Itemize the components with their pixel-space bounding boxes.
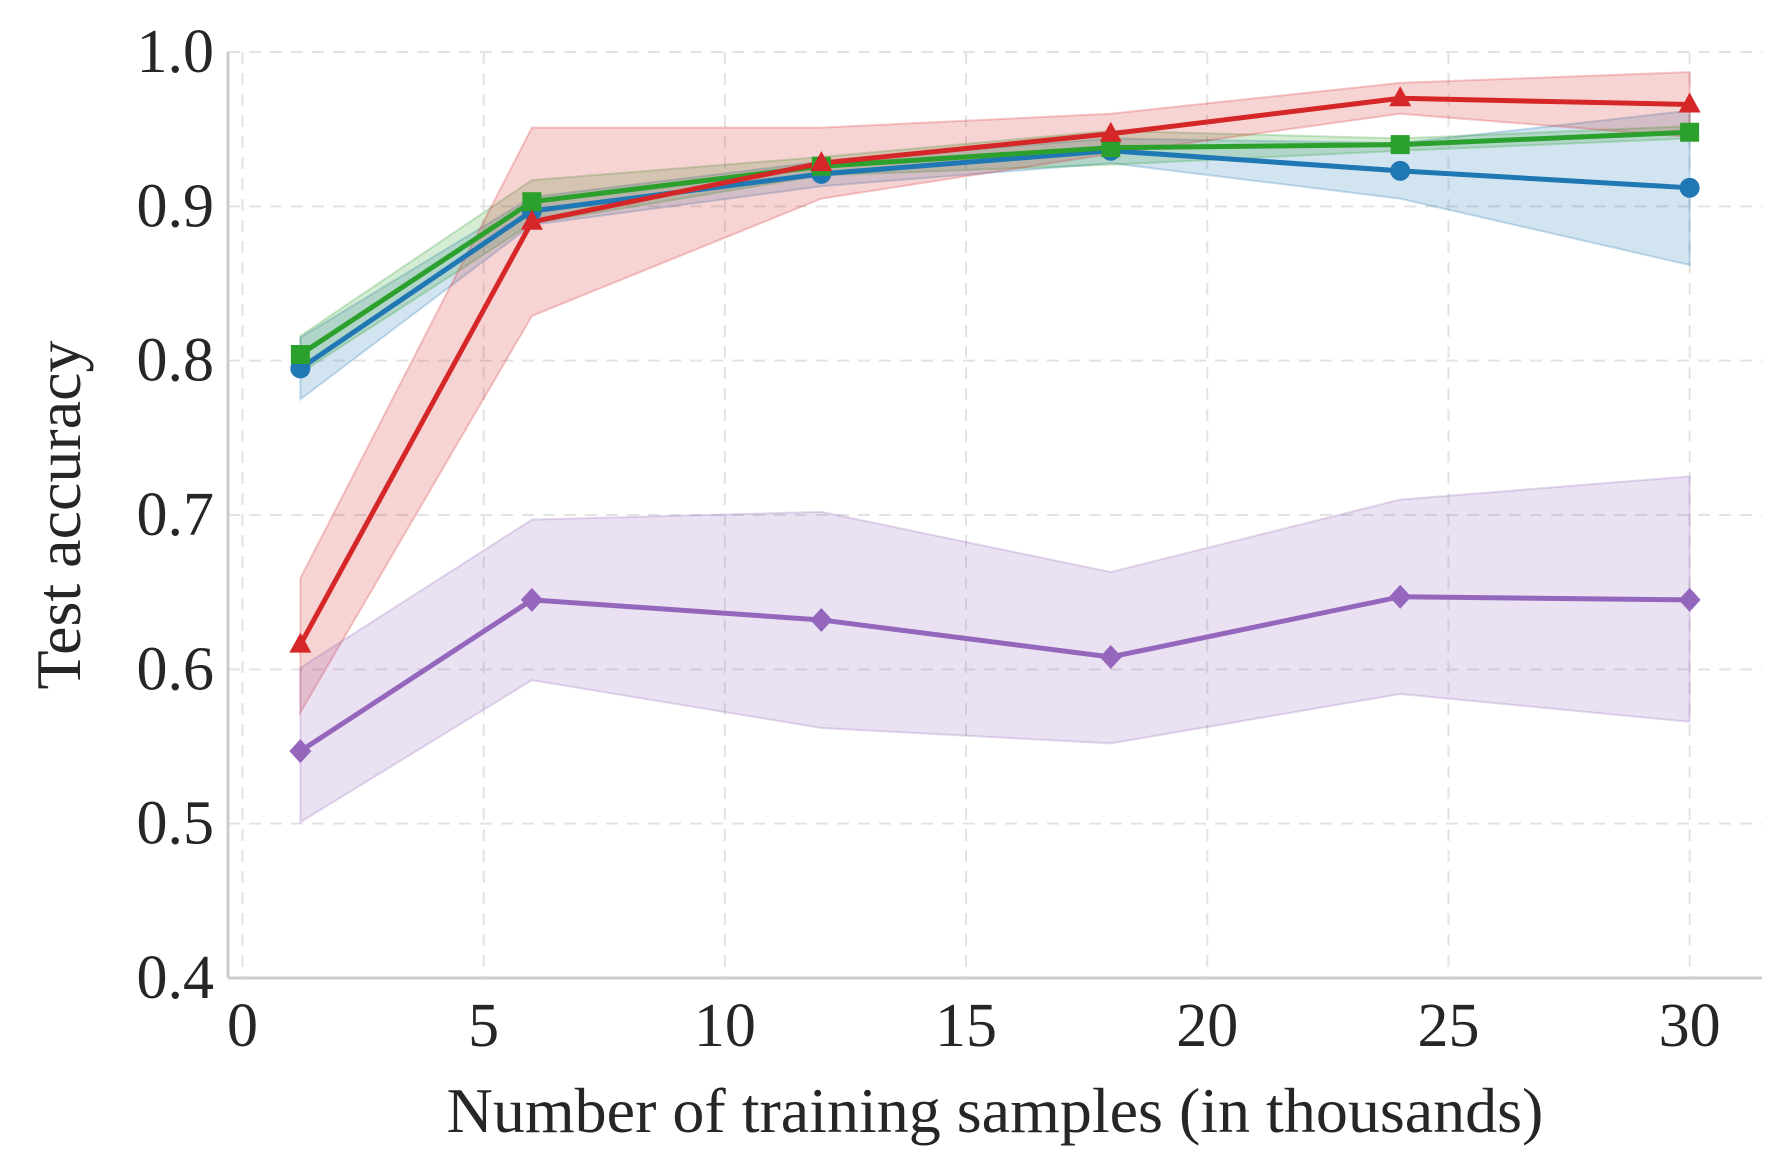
series-0-point: [1390, 160, 1411, 181]
y-tick-label: 1.0: [137, 18, 215, 86]
series-1-line: [297, 129, 1693, 357]
x-tick-label: 15: [935, 992, 997, 1060]
series-2-point: [289, 632, 312, 653]
series-lines: [297, 95, 1693, 754]
tick-labels: 0 5 10 15 20 25 30 0.4 0.5 0.6 0.7 0.8 0.9 1.0: [137, 18, 1721, 1060]
y-axis-label: Test accuracy: [23, 340, 94, 689]
y-tick-label: 0.4: [137, 944, 215, 1012]
series-1-point: [290, 344, 310, 364]
series-1-point: [522, 192, 542, 212]
series-3-point: [520, 587, 543, 612]
series-2-line: [297, 95, 1693, 648]
series-2-point: [1099, 121, 1122, 142]
series-1-point: [1680, 122, 1700, 142]
series-3-point: [810, 607, 833, 632]
series-2-point: [1389, 86, 1412, 107]
series-2-point: [810, 151, 833, 172]
series-3-point: [1099, 644, 1122, 669]
x-tick-label: 30: [1659, 992, 1721, 1060]
series-1-point: [1390, 135, 1410, 155]
x-axis-label: Number of training samples (in thousands…: [447, 1075, 1544, 1146]
series-0-point: [1679, 177, 1700, 198]
series-3-point: [289, 739, 312, 764]
series-1-point: [1101, 138, 1121, 158]
y-tick-label: 0.5: [137, 790, 215, 858]
series-3-line: [297, 594, 1693, 754]
y-tick-label: 0.7: [137, 481, 215, 549]
y-tick-label: 0.9: [137, 172, 215, 240]
y-tick-label: 0.6: [137, 635, 215, 703]
x-tick-label: 25: [1417, 992, 1479, 1060]
series-2-point: [1678, 92, 1701, 113]
confidence-bands: [299, 71, 1691, 824]
x-tick-label: 10: [694, 992, 756, 1060]
series-3-point: [1389, 584, 1412, 609]
axes: [226, 52, 1762, 980]
series-3-point: [1678, 587, 1701, 612]
y-tick-label: 0.8: [137, 327, 215, 395]
series-markers: [289, 86, 1701, 764]
series-2-point: [520, 209, 543, 230]
series-0-line: [297, 148, 1693, 371]
x-tick-label: 5: [468, 992, 499, 1060]
series-3-band: [299, 475, 1691, 824]
x-tick-label: 20: [1176, 992, 1238, 1060]
x-tick-label: 0: [227, 992, 258, 1060]
